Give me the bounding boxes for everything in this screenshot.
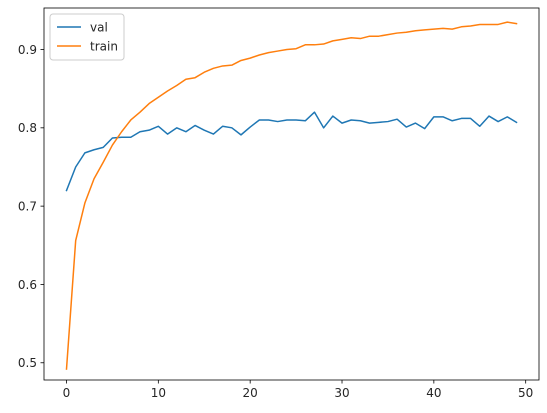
legend-label-train: train: [90, 39, 118, 53]
y-tick-label: 0.6: [18, 278, 37, 292]
series-lines: [65, 21, 518, 370]
x-tick-label: 50: [518, 386, 533, 400]
plot-area: [43, 7, 540, 381]
y-tick-label: 0.8: [18, 121, 37, 135]
y-tick-label: 0.9: [18, 43, 37, 57]
legend: val train: [49, 13, 125, 61]
y-axis: 0.5 0.6 0.7 0.8 0.9: [18, 43, 44, 370]
x-axis: 0 10 20 30 40 50: [63, 380, 533, 400]
x-tick-label: 0: [63, 386, 71, 400]
series-line-train: [65, 21, 518, 370]
legend-label-val: val: [90, 20, 108, 34]
x-tick-label: 30: [334, 386, 349, 400]
x-tick-label: 20: [243, 386, 258, 400]
legend-box: [49, 13, 125, 61]
x-tick-label: 10: [151, 386, 166, 400]
axes-frame: [43, 7, 540, 381]
y-tick-label: 0.5: [18, 356, 37, 370]
x-tick-label: 40: [426, 386, 441, 400]
y-tick-label: 0.7: [18, 199, 37, 213]
series-line-val: [65, 111, 518, 192]
